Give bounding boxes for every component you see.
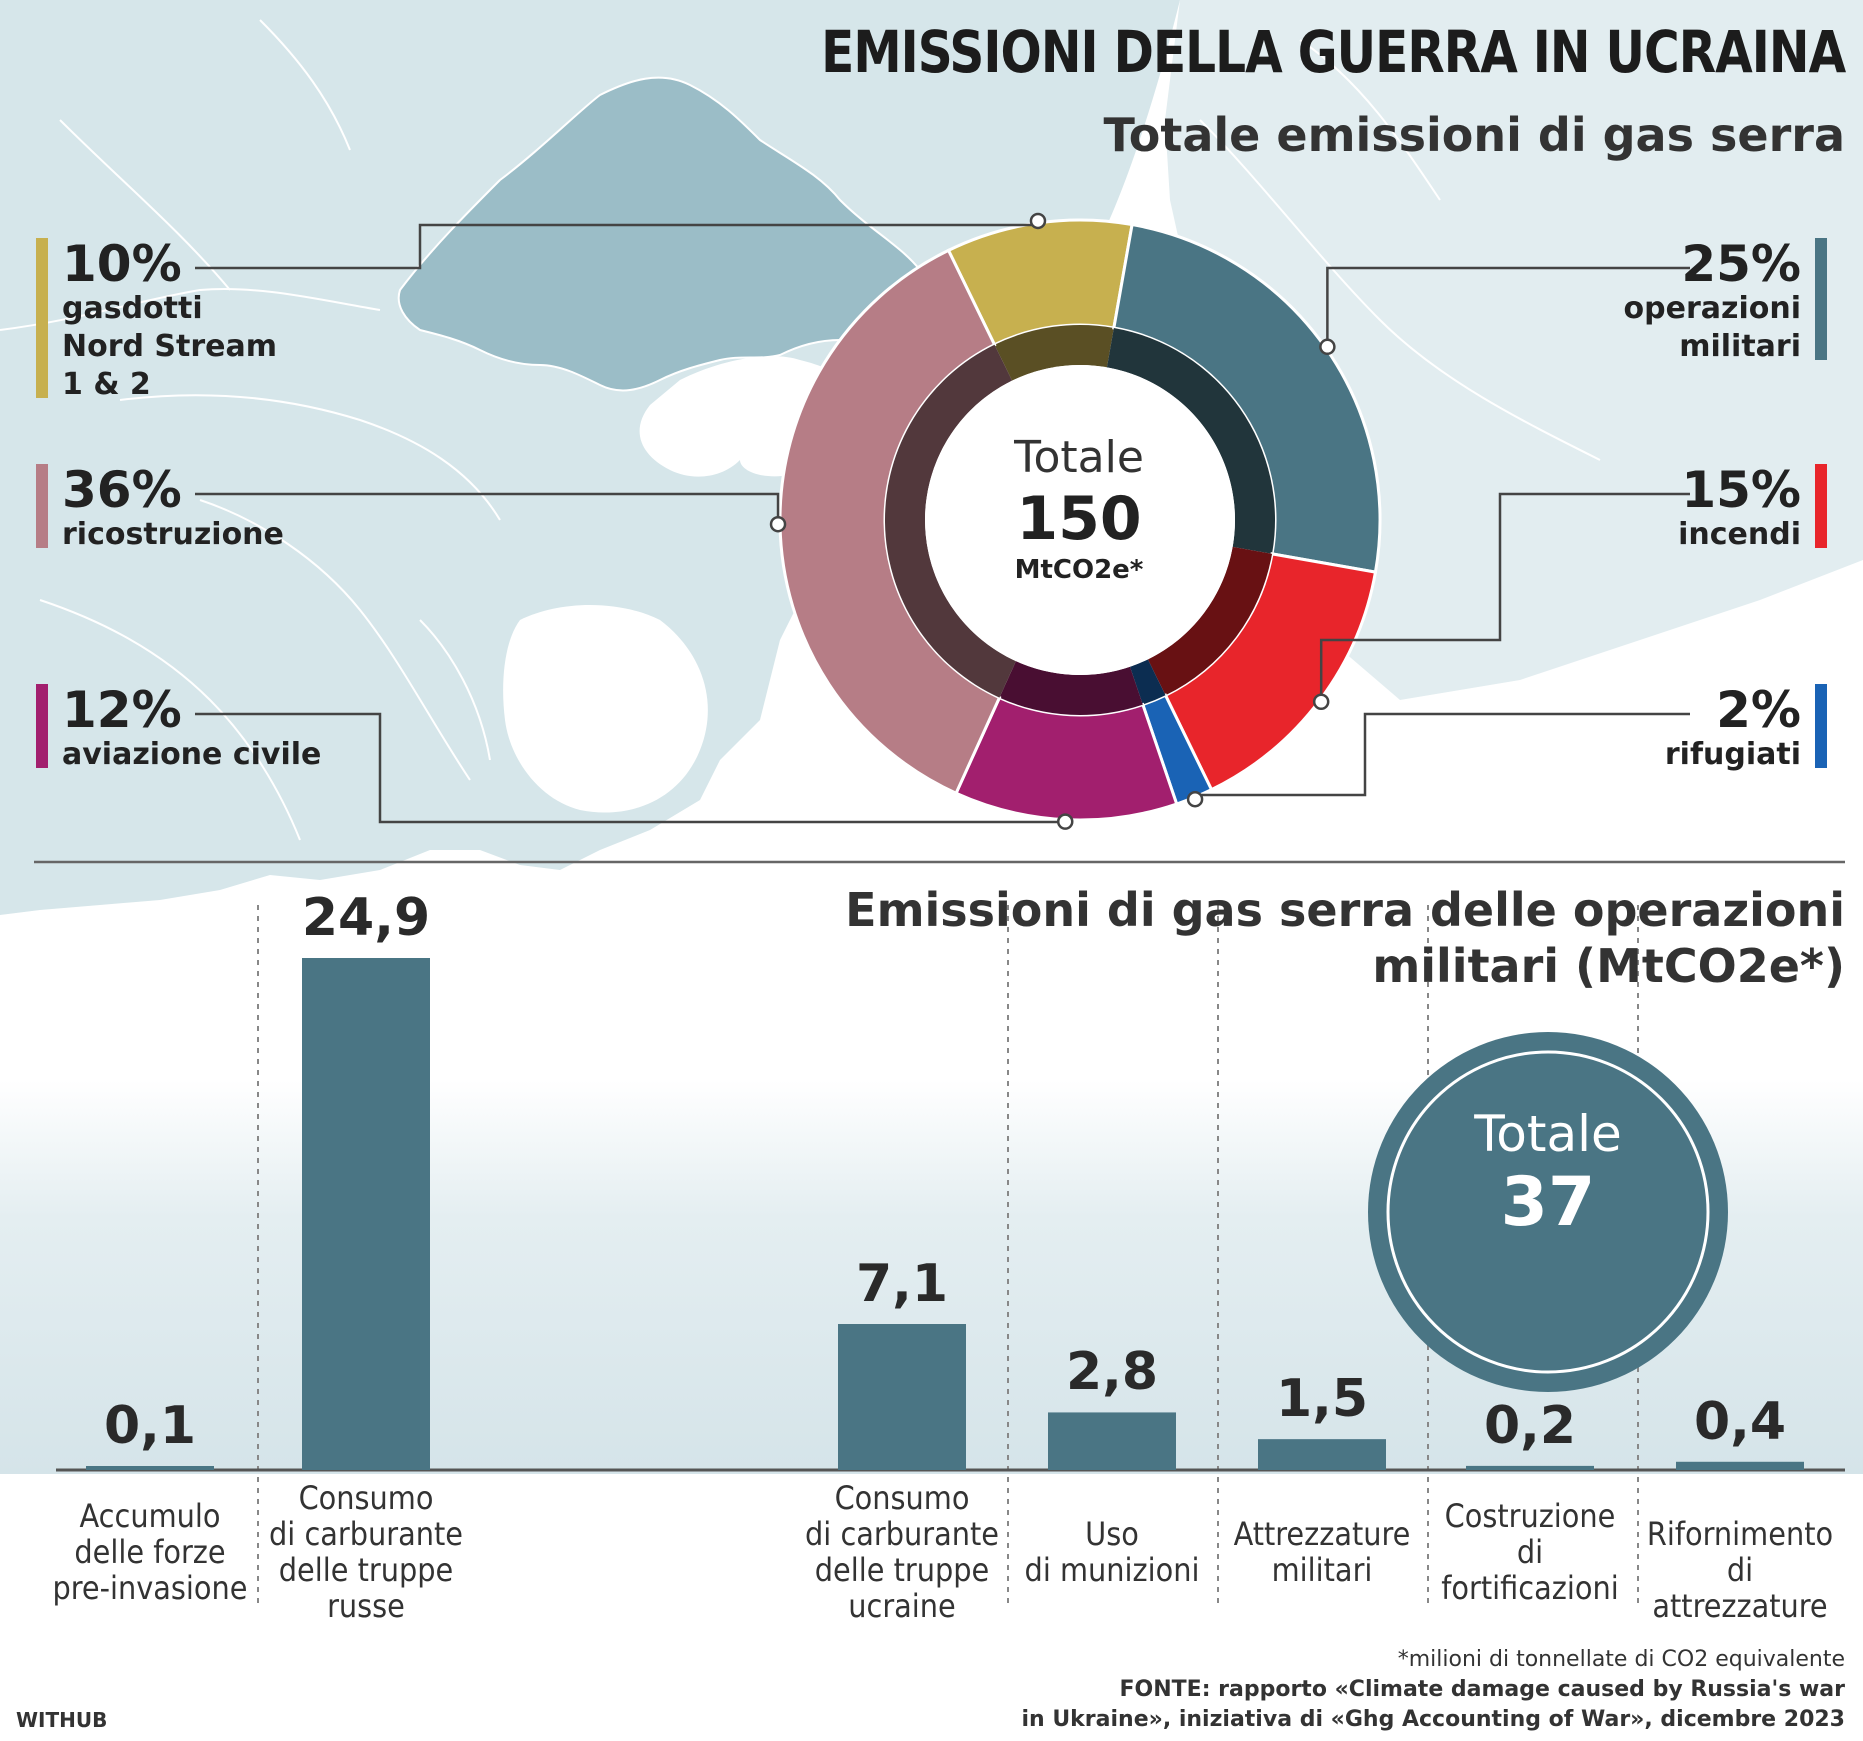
legend-text: 15% incendi (1678, 464, 1801, 554)
bar-4 (1048, 1412, 1176, 1470)
bar-value-label: 24,9 (301, 888, 431, 948)
bar-value-label: 0,1 (103, 1396, 197, 1456)
legend-item-rifugiati: 2% rifugiati (1665, 684, 1827, 774)
leader-dot-ricostruzione (769, 515, 787, 533)
leader-lines (195, 212, 1690, 830)
legend-item-ricostruzione: 36% ricostruzione (36, 464, 284, 554)
bar-category-label: Consumo di carburante delle truppe ucrai… (805, 1479, 999, 1625)
leader-dot-gasdotti-nord-stream-1-2 (1029, 212, 1047, 230)
total-value: 37 (1500, 1163, 1596, 1242)
legend-label: aviazione civile (62, 737, 322, 772)
legend-percent: 10% (62, 235, 182, 293)
total-box: Totale 37 (1398, 1105, 1698, 1243)
bar-category-label: Uso di munizioni (1024, 1515, 1200, 1589)
leader-ricostruzione (195, 492, 780, 525)
donut-slice-operazioni-militari (1112, 222, 1382, 574)
bar-value-label: 1,5 (1275, 1369, 1369, 1430)
bar-category-label: Costruzione di fortificazioni (1441, 1497, 1619, 1607)
bar-category-label: Attrezzature militari (1233, 1515, 1411, 1589)
legend-text: 10% gasdotti Nord Stream 1 & 2 (62, 238, 277, 404)
leader-dot-operazioni-militari (1319, 338, 1336, 356)
donut-center-unit: MtCO2e* (929, 555, 1229, 585)
donut-inner-slice-ricostruzione (885, 344, 1016, 698)
legend-label: gasdotti Nord Stream 1 & 2 (62, 291, 278, 402)
bar-value-label: 0,4 (1693, 1391, 1787, 1452)
bar-1 (86, 1466, 214, 1470)
leader-dot-incendi (1312, 693, 1330, 710)
donut-inner-slice-rifugiati (1129, 659, 1166, 705)
legend-text: 25% operazioni militari (1624, 238, 1801, 366)
bar-value-label: 0,2 (1483, 1395, 1577, 1456)
credit: WITHUB (16, 1708, 108, 1732)
bar-7 (1676, 1461, 1804, 1470)
donut-title: Totale emissioni di gas serra (1103, 108, 1845, 162)
map-sea-2 (503, 605, 708, 813)
bar-3 (838, 1324, 966, 1470)
legend-percent: 36% (62, 461, 182, 519)
legend-label: incendi (1678, 517, 1801, 552)
legend-percent: 25% (1681, 235, 1801, 293)
bar-value-label: 2,8 (1065, 1342, 1159, 1403)
total-label: Totale (1474, 1105, 1622, 1163)
legend-percent: 2% (1716, 681, 1801, 739)
footnote: *milioni di tonnellate di CO2 equivalent… (1397, 1647, 1845, 1672)
leader-dot-aviazione-civile (1056, 813, 1074, 830)
bar-6 (1466, 1465, 1594, 1470)
bar-2 (302, 958, 430, 1470)
total-circle (1368, 1032, 1728, 1392)
source-line-1: FONTE: rapporto «Climate damage caused b… (1119, 1677, 1845, 1702)
donut-center-unit-text: MtCO2e* (1014, 555, 1144, 585)
donut-inner-slice-incendi (1147, 546, 1273, 696)
footnote-block: *milioni di tonnellate di CO2 equivalent… (1021, 1645, 1845, 1735)
leader-dot-rifugiati (1186, 790, 1204, 808)
chart-title: EMISSIONI DELLA GUERRA IN UCRAINA (820, 18, 1846, 86)
legend-label: ricostruzione (62, 517, 284, 552)
donut-inner-slice-gasdotti-nord-stream-1-2 (994, 325, 1114, 381)
legend-swatch (1815, 684, 1827, 768)
donut-inner-slice-operazioni-militari (1106, 327, 1275, 554)
bar-category-label: Consumo di carburante delle truppe russe (269, 1479, 463, 1625)
donut-center-label: Totale (1014, 432, 1144, 483)
donut-chart (778, 218, 1382, 822)
leader-operazioni-militari (1326, 266, 1690, 347)
bar-title-line1: Emissioni di gas serra delle operazioni (845, 883, 1845, 937)
donut-hole (925, 365, 1235, 675)
legend-text: 12% aviazione civile (62, 684, 321, 774)
donut-center-value: 150 (1016, 484, 1142, 554)
bar-title-line2: militari (MtCO2e*) (1372, 939, 1845, 993)
source-line-2: in Ukraine», iniziativa di «Ghg Accounti… (1021, 1707, 1845, 1732)
total-circle-ring (1386, 1050, 1710, 1374)
donut-center: Totale 150 MtCO2e* (929, 432, 1229, 585)
legend-text: 2% rifugiati (1665, 684, 1801, 774)
donut-inner-slice-aviazione-civile (999, 661, 1143, 715)
legend-label: operazioni militari (1623, 291, 1801, 364)
bar-category-label: Rifornimento di attrezzature (1646, 1515, 1834, 1625)
legend-item-operazioni-militari: 25% operazioni militari (1624, 238, 1827, 366)
legend-swatch (1815, 238, 1827, 360)
legend-percent: 12% (62, 681, 182, 739)
legend-text: 36% ricostruzione (62, 464, 284, 554)
legend-item-gasdotti-nord-stream-1-2: 10% gasdotti Nord Stream 1 & 2 (36, 238, 277, 404)
bar-chart (56, 905, 1845, 1605)
bar-5 (1258, 1439, 1386, 1470)
bar-category-label: Accumulo delle forze pre-invasione (52, 1497, 248, 1607)
bar-value-label: 7,1 (855, 1254, 949, 1314)
legend-swatch (36, 238, 48, 398)
legend-swatch (1815, 464, 1827, 548)
legend-swatch (36, 464, 48, 548)
legend-percent: 15% (1681, 461, 1801, 519)
legend-item-incendi: 15% incendi (1678, 464, 1827, 554)
legend-label: rifugiati (1664, 737, 1801, 772)
map-land (0, 0, 1180, 915)
legend-swatch (36, 684, 48, 768)
legend-item-aviazione-civile: 12% aviazione civile (36, 684, 321, 774)
leader-incendi (1319, 492, 1690, 702)
bar-title: Emissioni di gas serra delle operazioni … (845, 882, 1845, 994)
leader-gasdotti-nord-stream-1-2 (195, 220, 1040, 270)
